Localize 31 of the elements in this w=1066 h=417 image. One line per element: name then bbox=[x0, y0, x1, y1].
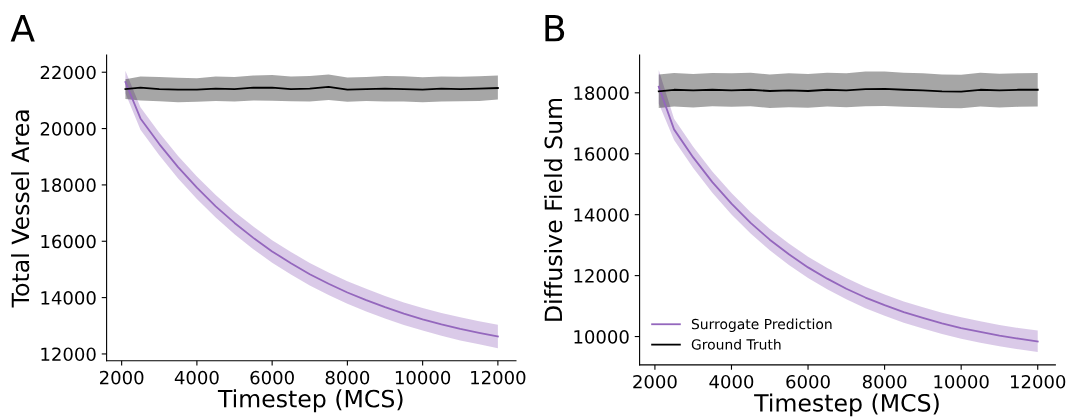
x-tick-label: 6000 bbox=[786, 374, 830, 389]
x-tick-label: 2000 bbox=[100, 370, 144, 385]
y-axis-title: Diffusive Field Sum bbox=[544, 98, 563, 321]
legend-label: Surrogate Prediction bbox=[691, 318, 832, 332]
x-tick-label: 12000 bbox=[1010, 374, 1066, 389]
x-tick-label: 10000 bbox=[934, 374, 989, 389]
y-tick-label: 12000 bbox=[41, 347, 96, 362]
x-tick-label: 8000 bbox=[325, 370, 370, 385]
x-tick-label: 2000 bbox=[633, 374, 677, 389]
y-tick-label: 18000 bbox=[41, 178, 96, 193]
x-axis-title: Timestep (MCS) bbox=[754, 393, 939, 417]
x-axis-title: Timestep (MCS) bbox=[217, 389, 403, 413]
chart-title: B bbox=[545, 15, 565, 42]
y-tick-label: 18000 bbox=[574, 86, 629, 100]
x-tick-label: 4000 bbox=[174, 370, 219, 385]
y-tick-label: 14000 bbox=[574, 208, 629, 222]
x-tick-label: 8000 bbox=[862, 374, 907, 389]
chart-title: A bbox=[10, 15, 35, 42]
y-tick-label: 16000 bbox=[41, 234, 96, 249]
legend-label: Ground Truth bbox=[691, 338, 781, 350]
y-axis-title: Total Vessel Area bbox=[11, 110, 30, 308]
y-tick-label: 20000 bbox=[40, 122, 96, 136]
x-tick-label: 12000 bbox=[471, 370, 526, 385]
x-tick-label: 10000 bbox=[395, 370, 451, 385]
x-tick-label: 6000 bbox=[250, 370, 294, 385]
y-tick-label: 22000 bbox=[40, 65, 96, 80]
y-tick-label: 10000 bbox=[574, 330, 629, 344]
y-tick-label: 14000 bbox=[41, 291, 96, 305]
x-tick-label: 4000 bbox=[709, 374, 754, 389]
y-tick-label: 12000 bbox=[574, 269, 629, 283]
y-tick-label: 16000 bbox=[574, 147, 629, 161]
